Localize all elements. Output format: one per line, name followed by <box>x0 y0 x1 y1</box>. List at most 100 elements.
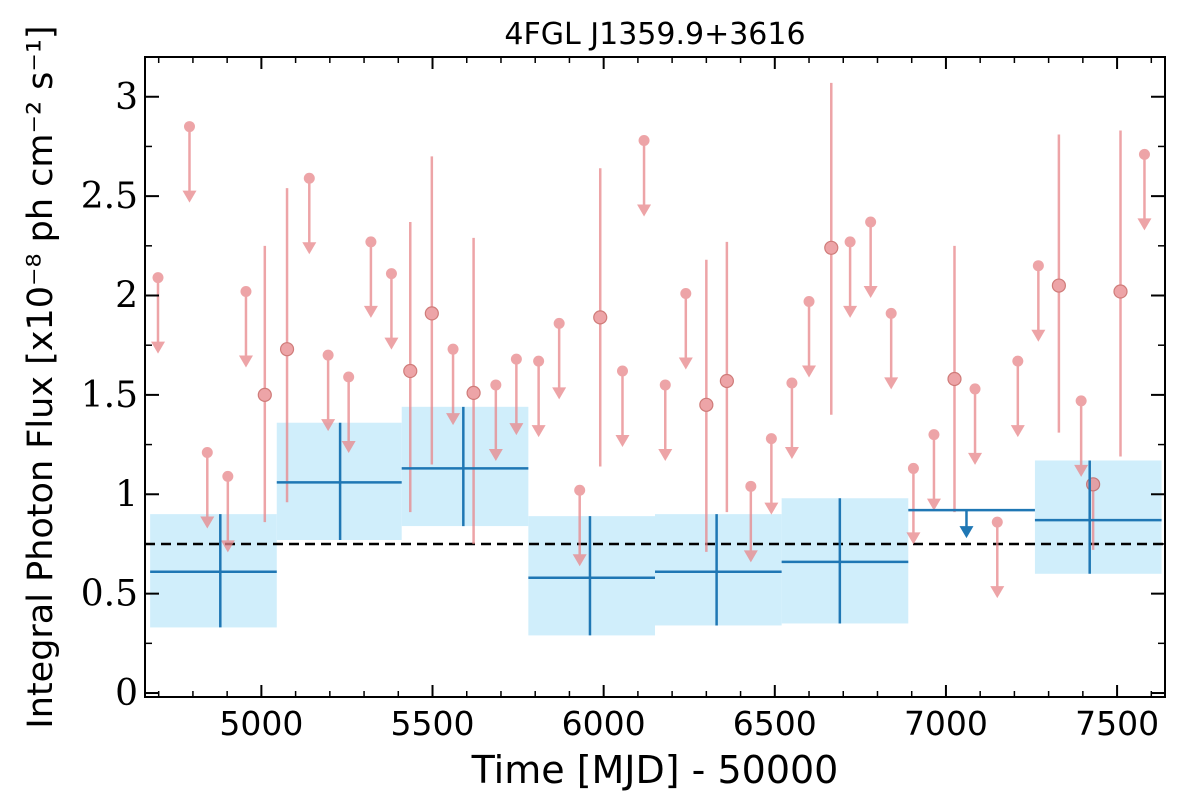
upper-limit-point <box>616 365 628 377</box>
upper-limit-point <box>343 371 355 383</box>
upper-limit-point <box>638 134 650 146</box>
upper-limit-point <box>447 343 459 355</box>
x-tick-label: 7500 <box>1075 704 1159 743</box>
upper-limit-arrow <box>743 550 758 563</box>
upper-limit-arrow <box>182 190 197 203</box>
upper-limit-arrow <box>220 540 235 553</box>
upper-limit-marker <box>1031 260 1046 342</box>
upper-limit-point <box>885 307 897 319</box>
x-tick-label: 6000 <box>562 704 646 743</box>
upper-limit-marker <box>341 371 356 453</box>
point-marker <box>699 397 714 412</box>
upper-limit-marker <box>531 355 546 438</box>
upper-limit-point <box>1012 355 1024 367</box>
data-point <box>403 221 418 513</box>
upper-limit-arrow <box>802 365 817 378</box>
upper-limit-arrow <box>384 337 399 350</box>
long-bin-bands <box>150 406 1162 636</box>
x-tick-label: 7000 <box>904 704 988 743</box>
upper-limit-arrow <box>552 387 567 400</box>
uncertainty-band <box>401 406 529 527</box>
point-marker <box>824 240 839 255</box>
point-marker <box>424 306 439 321</box>
upper-limit-point <box>553 317 565 329</box>
upper-limit-arrow <box>1074 464 1089 477</box>
upper-limit-point <box>803 295 815 307</box>
upper-limit-point <box>1032 260 1044 272</box>
upper-limit-arrow <box>151 341 166 354</box>
upper-limit-arrow <box>531 425 546 438</box>
upper-limit-marker <box>615 365 630 448</box>
data-point <box>1051 134 1066 433</box>
upper-limit-marker <box>1137 148 1152 231</box>
upper-limit-arrow <box>1010 425 1025 438</box>
upper-limit-point <box>844 236 856 248</box>
upper-limit-marker <box>658 379 673 461</box>
upper-limit-marker <box>302 172 317 255</box>
upper-limit-point <box>222 470 234 482</box>
y-tick-label: 2 <box>115 276 138 317</box>
y-tick-label: 2.5 <box>81 176 138 217</box>
upper-limit-arrow <box>615 435 630 448</box>
data-point <box>279 188 295 503</box>
upper-limit-arrow <box>658 448 673 461</box>
data-point <box>824 82 839 415</box>
upper-limit-arrow <box>321 419 336 432</box>
y-tick-label: 1.5 <box>81 375 138 416</box>
upper-limit-marker <box>678 288 693 370</box>
upper-limit-marker <box>784 377 799 459</box>
upper-limit-point <box>183 121 195 133</box>
upper-limit-arrow <box>784 446 799 459</box>
upper-limit-marker <box>926 429 941 511</box>
upper-limit-arrow <box>926 498 941 511</box>
upper-limit-point <box>240 286 252 298</box>
upper-limit-marker <box>743 480 758 563</box>
data-point <box>593 168 608 467</box>
upper-limit-marker <box>990 516 1005 599</box>
upper-limit-marker <box>200 447 215 529</box>
y-tick-label: 1 <box>115 474 138 515</box>
upper-limit-arrow <box>637 204 652 217</box>
y-tick-label: 0.5 <box>81 574 138 615</box>
upper-limit-marker <box>802 295 817 378</box>
upper-limit-point <box>659 379 671 391</box>
upper-limit-point <box>865 216 877 228</box>
upper-limit-marker <box>843 236 858 318</box>
upper-limit-arrow <box>764 502 779 515</box>
point-marker <box>593 310 608 325</box>
point-marker <box>279 342 295 357</box>
upper-limit-point <box>365 236 377 248</box>
upper-limit-marker <box>151 272 166 354</box>
chart-title: 4FGL J1359.9+3616 <box>504 17 805 52</box>
upper-limit-arrow <box>678 357 693 370</box>
upper-limit-arrow <box>884 377 899 390</box>
upper-limit-marker <box>363 236 378 318</box>
upper-limit-marker <box>552 317 567 400</box>
upper-limit-point <box>765 433 777 445</box>
y-tick-label: 0 <box>115 673 138 714</box>
binned-point <box>276 422 402 540</box>
upper-limit-marker <box>1010 355 1025 438</box>
x-tick-label: 5000 <box>219 704 303 743</box>
point-marker <box>466 385 481 401</box>
upper-limit-point <box>969 383 981 395</box>
x-tick-labels: 5000 5500 6000 6500 7000 7500 <box>219 704 1159 743</box>
upper-limit-marker <box>968 383 983 465</box>
upper-limit-point <box>786 377 798 389</box>
upper-limit-marker <box>572 484 587 567</box>
data-point <box>947 245 962 513</box>
x-axis-label: Time [MJD] - 50000 <box>471 748 839 792</box>
point-marker <box>257 387 272 402</box>
axis-ticks <box>145 57 1165 697</box>
point-marker <box>403 363 418 379</box>
binned-point <box>401 406 529 527</box>
upper-limit-point <box>303 172 315 184</box>
upper-limit-arrow <box>863 285 878 298</box>
point-marker <box>947 371 962 387</box>
upper-limit-point <box>574 484 586 496</box>
uncertainty-band <box>1034 460 1162 574</box>
upper-limit-arrow <box>843 305 858 318</box>
long-bin-series <box>150 406 1162 636</box>
upper-limit-arrow <box>200 516 215 529</box>
